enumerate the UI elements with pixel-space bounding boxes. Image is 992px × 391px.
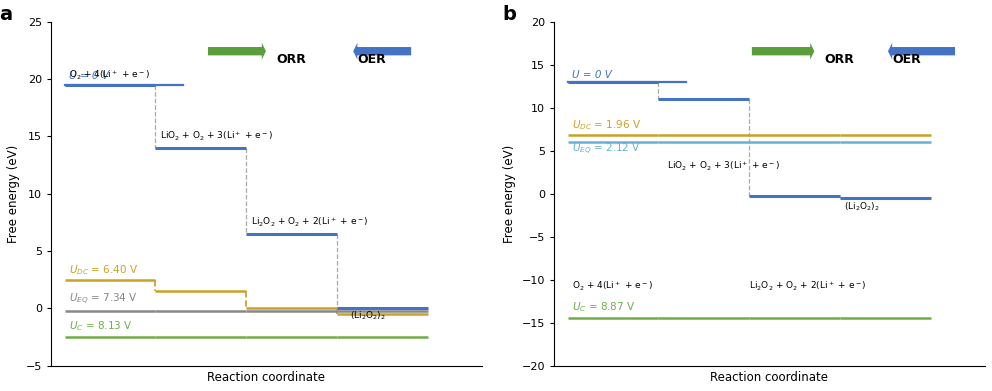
Text: $U_{DC}$ = 6.40 V: $U_{DC}$ = 6.40 V xyxy=(69,263,138,276)
Text: U = 0 V: U = 0 V xyxy=(572,70,612,80)
Text: a: a xyxy=(0,5,12,24)
Text: OER: OER xyxy=(358,52,387,66)
Text: $U_C$ = 8.87 V: $U_C$ = 8.87 V xyxy=(572,301,636,314)
Text: $U_{EQ}$ = 7.34 V: $U_{EQ}$ = 7.34 V xyxy=(69,292,138,307)
Text: (Li$_2$O$_2$)$_2$: (Li$_2$O$_2$)$_2$ xyxy=(844,200,880,213)
Text: LiO$_2$ + O$_2$ + 3(Li$^+$ + e$^-$): LiO$_2$ + O$_2$ + 3(Li$^+$ + e$^-$) xyxy=(668,160,781,173)
X-axis label: Reaction coordinate: Reaction coordinate xyxy=(207,371,325,384)
Text: O$_2$ + 4(Li$^+$ + e$^-$): O$_2$ + 4(Li$^+$ + e$^-$) xyxy=(572,280,653,293)
Y-axis label: Free energy (eV): Free energy (eV) xyxy=(503,145,516,243)
Text: $U_C$ = 8.13 V: $U_C$ = 8.13 V xyxy=(69,319,133,333)
Text: b: b xyxy=(502,5,516,24)
Text: $U_{DC}$ = 1.96 V: $U_{DC}$ = 1.96 V xyxy=(572,118,642,132)
Y-axis label: Free energy (eV): Free energy (eV) xyxy=(7,145,20,243)
Text: ORR: ORR xyxy=(824,52,854,66)
Text: Li$_2$O$_2$ + O$_2$ + 2(Li$^+$ + e$^-$): Li$_2$O$_2$ + O$_2$ + 2(Li$^+$ + e$^-$) xyxy=(749,280,867,293)
Text: LiO$_2$ + O$_2$ + 3(Li$^+$ + e$^-$): LiO$_2$ + O$_2$ + 3(Li$^+$ + e$^-$) xyxy=(160,130,273,143)
Text: Li$_2$O$_2$ + O$_2$ + 2(Li$^+$ + e$^-$): Li$_2$O$_2$ + O$_2$ + 2(Li$^+$ + e$^-$) xyxy=(251,216,368,229)
Text: (Li$_2$O$_2$)$_2$: (Li$_2$O$_2$)$_2$ xyxy=(350,310,386,322)
Text: $U_{EQ}$ = 2.12 V: $U_{EQ}$ = 2.12 V xyxy=(572,142,641,157)
Text: OER: OER xyxy=(893,52,922,66)
Text: O$_2$ + 4(Li$^+$ + e$^-$): O$_2$ + 4(Li$^+$ + e$^-$) xyxy=(69,68,150,82)
Text: ORR: ORR xyxy=(276,52,306,66)
Text: U = 0 V: U = 0 V xyxy=(69,71,109,81)
X-axis label: Reaction coordinate: Reaction coordinate xyxy=(710,371,828,384)
